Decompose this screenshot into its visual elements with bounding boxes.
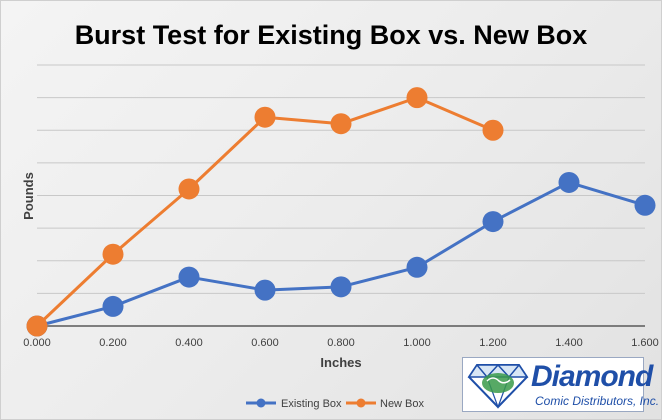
series-existing-box [26, 171, 656, 337]
data-point [254, 279, 276, 301]
x-tick-label: 0.600 [251, 337, 279, 349]
legend-marker-new [356, 398, 366, 408]
data-point [482, 119, 504, 141]
diamond-gem-icon [467, 363, 529, 409]
data-point [406, 256, 428, 278]
series-new-box [26, 87, 504, 337]
x-axis-title: Inches [320, 355, 361, 370]
data-point [254, 106, 276, 128]
series-line [36, 180, 646, 328]
data-point [482, 211, 504, 233]
legend-label-new: New Box [380, 398, 425, 410]
x-tick-label: 0.800 [327, 337, 355, 349]
x-tick-label: 0.200 [99, 337, 127, 349]
data-point [178, 266, 200, 288]
logo-subtitle: Comic Distributors, Inc. [535, 394, 660, 408]
data-point [558, 171, 580, 193]
data-point [330, 113, 352, 135]
x-tick-label: 1.000 [403, 337, 431, 349]
legend: Existing Box New Box [246, 398, 425, 410]
x-tick-label: 1.400 [555, 337, 583, 349]
data-point [406, 87, 428, 109]
data-point [102, 295, 124, 317]
data-point [634, 194, 656, 216]
logo-wordmark: Diamond [531, 360, 653, 393]
data-point [330, 276, 352, 298]
series-layer [26, 87, 656, 337]
data-point [102, 243, 124, 265]
x-tick-labels: 0.000 0.200 0.400 0.600 0.800 1.000 1.200 1.400… [23, 337, 659, 349]
legend-label-existing: Existing Box [281, 398, 342, 410]
data-point [178, 178, 200, 200]
legend-marker-existing [256, 398, 266, 408]
chart-title: Burst Test for Existing Box vs. New Box [75, 20, 588, 50]
x-tick-label: 1.200 [479, 337, 507, 349]
data-point [26, 315, 48, 337]
x-tick-label: 0.400 [175, 337, 203, 349]
company-logo: Diamond Comic Distributors, Inc. [462, 357, 659, 412]
x-tick-label: 0.000 [23, 337, 51, 349]
y-axis-title: Pounds [21, 172, 36, 220]
x-tick-label: 1.600 [631, 337, 659, 349]
